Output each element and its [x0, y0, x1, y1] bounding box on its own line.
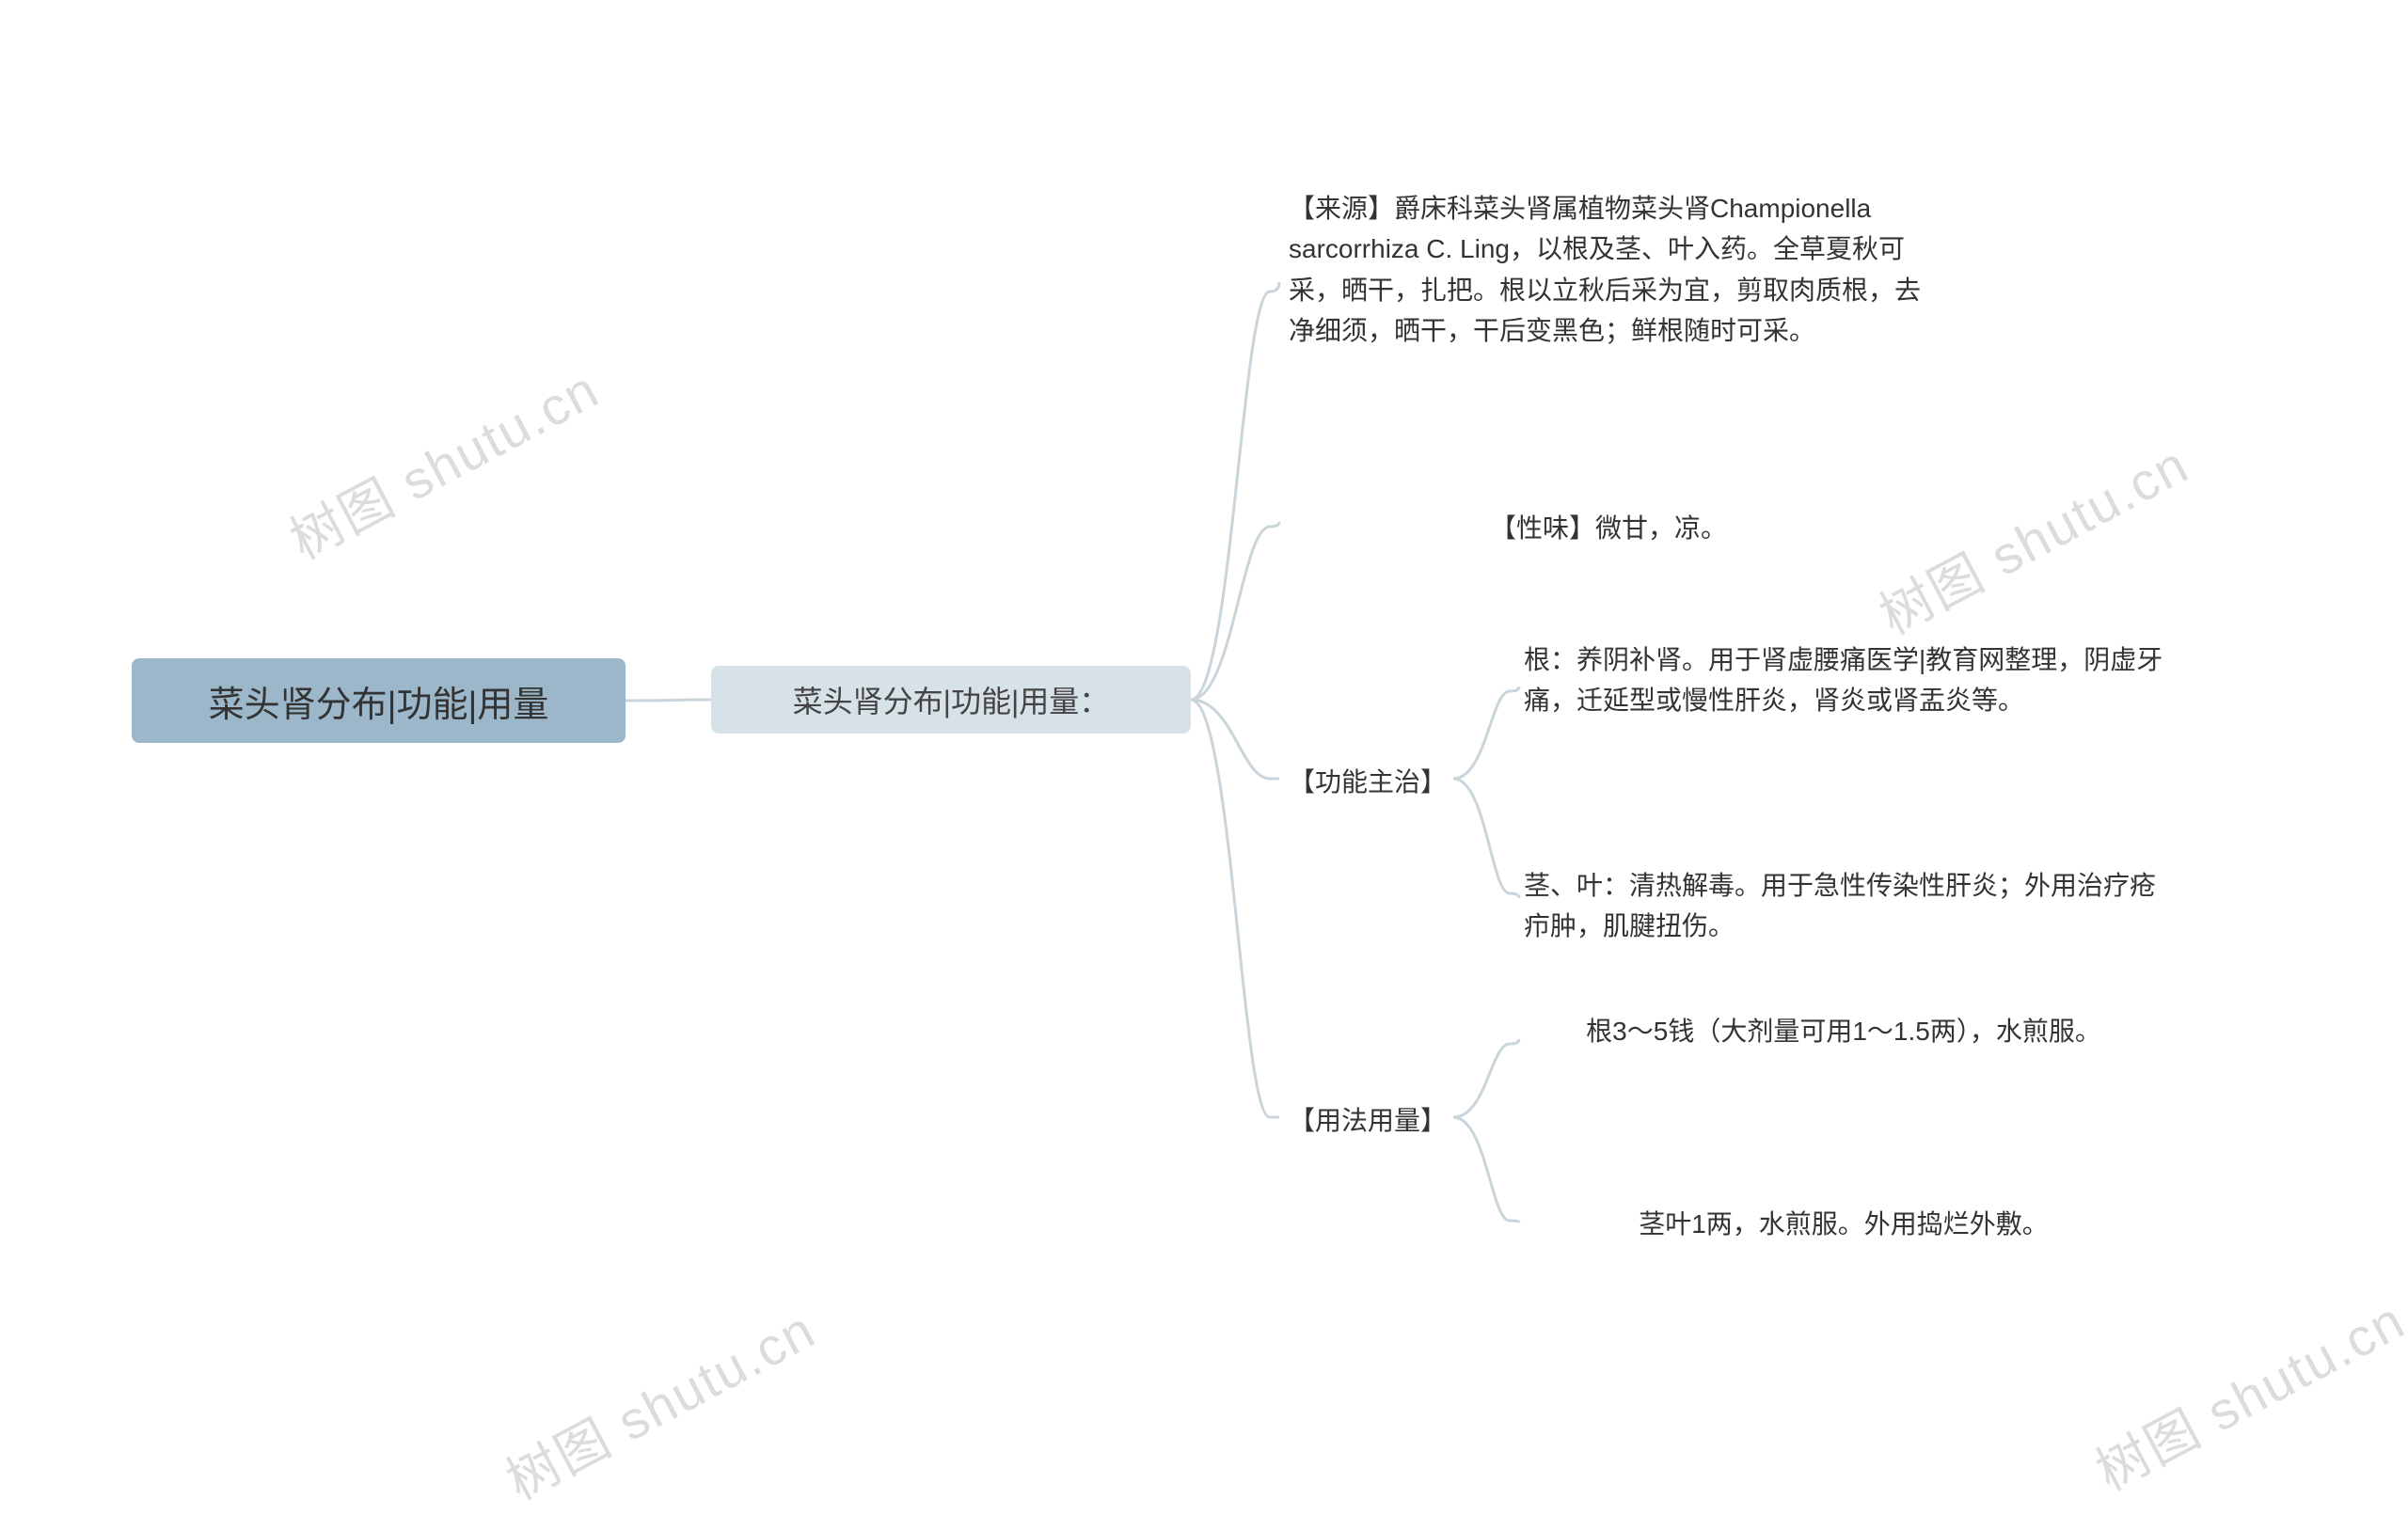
level1-node[interactable]: 菜头肾分布|功能|用量：	[711, 666, 1191, 734]
level1-node-text: 菜头肾分布|功能|用量：	[793, 678, 1110, 721]
branch-usage-rootdose-text: 根3～5钱（大剂量可用1～1.5两），水煎服。	[1586, 1011, 2101, 1051]
branch-function-root-text: 根：养阴补肾。用于肾虚腰痛医学|教育网整理，阴虚牙痛，迁延型或慢性肝炎，肾炎或肾…	[1524, 639, 2163, 721]
root-node[interactable]: 菜头肾分布|功能|用量	[132, 658, 626, 743]
branch-source[interactable]: 【来源】爵床科菜头肾属植物菜头肾Championella sarcorrhiza…	[1289, 188, 1928, 352]
branch-usage-label-text: 【用法用量】	[1289, 1100, 1447, 1141]
branch-usage-rootdose[interactable]: 根3～5钱（大剂量可用1～1.5两），水煎服。	[1524, 1011, 2163, 1051]
watermark: 树图 shutu.cn	[275, 348, 610, 575]
branch-function-label[interactable]: 【功能主治】	[1289, 762, 1447, 802]
mindmap-canvas: 菜头肾分布|功能|用量 菜头肾分布|功能|用量： 【来源】爵床科菜头肾属植物菜头…	[0, 0, 2408, 1389]
root-node-text: 菜头肾分布|功能|用量	[209, 675, 549, 727]
branch-function-label-text: 【功能主治】	[1289, 762, 1447, 802]
branch-taste[interactable]: 【性味】微甘，凉。	[1289, 508, 1928, 548]
branch-function-stemleaf-text: 茎、叶：清热解毒。用于急性传染性肝炎；外用治疗疮疖肿，肌腱扭伤。	[1524, 865, 2163, 947]
branch-usage-label[interactable]: 【用法用量】	[1289, 1100, 1447, 1141]
watermark: 树图 shutu.cn	[2081, 1279, 2408, 1506]
branch-usage-stemdose-text: 茎叶1两，水煎服。外用捣烂外敷。	[1639, 1204, 2049, 1244]
branch-function-stemleaf[interactable]: 茎、叶：清热解毒。用于急性传染性肝炎；外用治疗疮疖肿，肌腱扭伤。	[1524, 865, 2163, 947]
branch-function-root[interactable]: 根：养阴补肾。用于肾虚腰痛医学|教育网整理，阴虚牙痛，迁延型或慢性肝炎，肾炎或肾…	[1524, 639, 2163, 721]
branch-usage-stemdose[interactable]: 茎叶1两，水煎服。外用捣烂外敷。	[1524, 1204, 2163, 1244]
branch-source-text: 【来源】爵床科菜头肾属植物菜头肾Championella sarcorrhiza…	[1289, 188, 1928, 352]
watermark: 树图 shutu.cn	[491, 1288, 827, 1515]
branch-taste-text: 【性味】微甘，凉。	[1490, 508, 1727, 548]
